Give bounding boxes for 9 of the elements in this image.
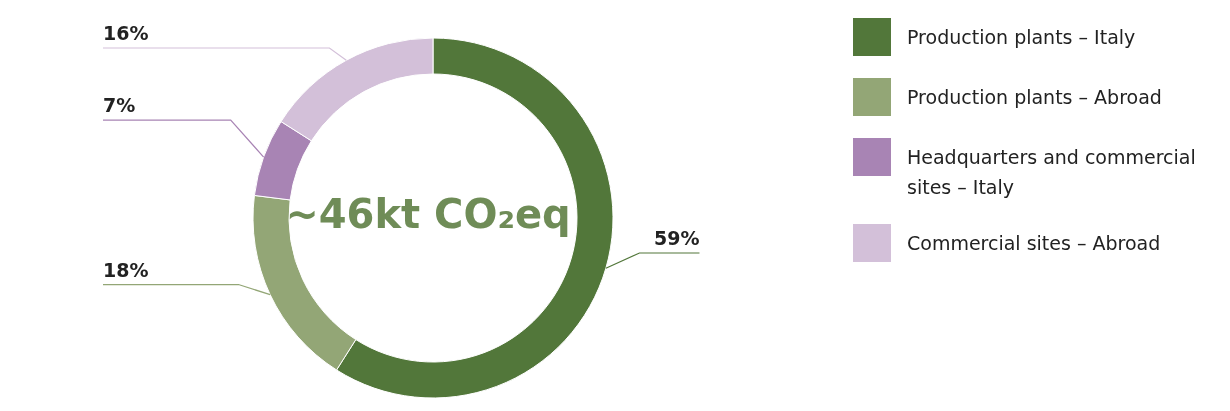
legend-label: Headquarters and commercial sites – Italy bbox=[907, 145, 1197, 200]
legend-label: Production plants – Italy bbox=[907, 25, 1137, 50]
data-label: 7% bbox=[103, 94, 136, 117]
data-label: 59% bbox=[653, 226, 700, 249]
legend-label: Commercial sites – Abroad bbox=[907, 231, 1162, 256]
legend-label: Production plants – Abroad bbox=[907, 85, 1163, 110]
data-label: 18% bbox=[103, 258, 149, 281]
data-label: 16% bbox=[103, 22, 149, 44]
text: ~46kt CO₂eq bbox=[285, 191, 571, 237]
